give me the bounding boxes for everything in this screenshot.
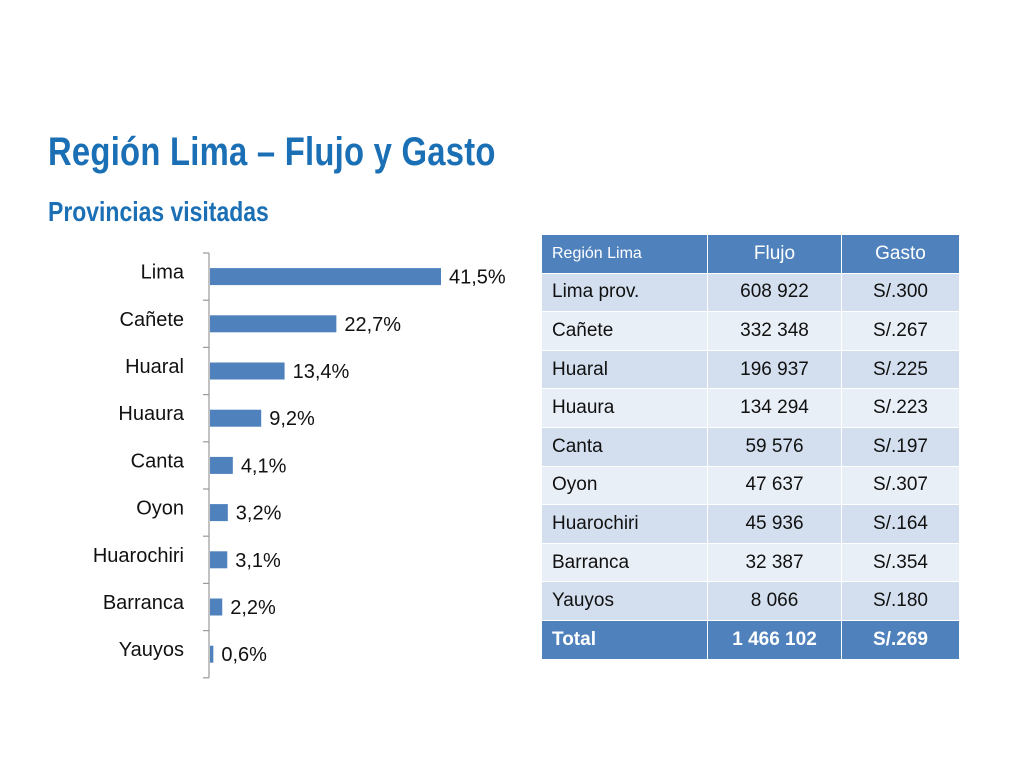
cell-gasto: S/.180 <box>841 581 960 621</box>
cell-flujo: 332 348 <box>707 311 842 351</box>
provincias-bar-chart: 41,5% Lima 22,7% Cañete 13,4% Huaral 9,2% Huaur… <box>93 252 506 679</box>
bar <box>210 598 223 616</box>
data-label: 0,6% <box>221 644 267 666</box>
cell-flujo: 134 294 <box>707 388 842 428</box>
header-region: Región Lima <box>541 234 708 274</box>
table-row: Yauyos 8 066 S/.180 <box>541 581 960 621</box>
cell-gasto: S/.307 <box>841 465 960 506</box>
cell-flujo: 59 576 <box>707 426 842 467</box>
cell-gasto: S/.197 <box>841 426 960 467</box>
cell-province: Huarochiri <box>541 504 708 544</box>
cell-province: Lima prov. <box>541 272 708 313</box>
data-label: 3,2% <box>236 503 282 525</box>
cell-gasto: S/.225 <box>841 349 960 390</box>
cell-total-gasto: S/.269 <box>841 619 960 660</box>
table-row: Oyon 47 637 S/.307 <box>541 465 960 506</box>
cell-gasto: S/.300 <box>841 272 960 313</box>
data-label: 3,1% <box>235 550 281 572</box>
table-row: Lima prov. 608 922 S/.300 <box>541 272 960 313</box>
cell-flujo: 196 937 <box>707 349 842 390</box>
table-total-row: Total 1 466 102 S/.269 <box>541 619 960 660</box>
cell-gasto: S/.164 <box>841 504 960 544</box>
cell-total-flujo: 1 466 102 <box>707 619 842 660</box>
table-row: Barranca 32 387 S/.354 <box>541 542 960 583</box>
bar <box>210 362 285 380</box>
slide-subtitle: Provincias visitadas <box>48 196 269 227</box>
data-label: 4,1% <box>241 455 287 477</box>
category-label: Lima <box>141 262 185 284</box>
table-header-row: Región Lima Flujo Gasto <box>541 234 960 274</box>
data-label: 2,2% <box>230 597 276 619</box>
cell-flujo: 608 922 <box>707 272 842 313</box>
cell-flujo: 32 387 <box>707 542 842 583</box>
category-label: Barranca <box>103 592 185 614</box>
table-row: Huarochiri 45 936 S/.164 <box>541 504 960 544</box>
data-label: 9,2% <box>269 408 315 430</box>
bar <box>210 409 262 427</box>
cell-total-label: Total <box>541 619 708 660</box>
slide-title: Región Lima – Flujo y Gasto <box>48 130 496 174</box>
category-label: Huaral <box>125 356 184 378</box>
category-label: Cañete <box>120 309 185 331</box>
category-label: Huarochiri <box>93 545 184 567</box>
table-row: Huaral 196 937 S/.225 <box>541 349 960 390</box>
category-label: Oyon <box>136 498 184 520</box>
cell-province: Oyon <box>541 465 708 506</box>
cell-province: Barranca <box>541 542 708 583</box>
header-flujo: Flujo <box>707 234 842 274</box>
bar <box>210 268 441 286</box>
cell-flujo: 8 066 <box>707 581 842 621</box>
cell-province: Huaral <box>541 349 708 390</box>
category-label: Yauyos <box>119 639 184 661</box>
cell-province: Canta <box>541 426 708 467</box>
cell-gasto: S/.223 <box>841 388 960 428</box>
cell-gasto: S/.267 <box>841 311 960 351</box>
flujo-gasto-table: Región Lima Flujo Gasto Lima prov. 608 9… <box>541 234 960 660</box>
data-label: 13,4% <box>293 361 350 383</box>
bar <box>210 456 233 474</box>
data-label: 22,7% <box>344 314 401 336</box>
cell-province: Cañete <box>541 311 708 351</box>
bar <box>210 504 228 522</box>
table-row: Cañete 332 348 S/.267 <box>541 311 960 351</box>
table-row: Huaura 134 294 S/.223 <box>541 388 960 428</box>
bar <box>210 645 214 663</box>
cell-province: Yauyos <box>541 581 708 621</box>
table-row: Canta 59 576 S/.197 <box>541 426 960 467</box>
category-label: Huaura <box>118 403 184 425</box>
data-label: 41,5% <box>449 267 506 289</box>
cell-flujo: 45 936 <box>707 504 842 544</box>
bar <box>210 315 337 333</box>
header-gasto: Gasto <box>841 234 960 274</box>
cell-gasto: S/.354 <box>841 542 960 583</box>
category-label: Canta <box>131 450 185 472</box>
cell-flujo: 47 637 <box>707 465 842 506</box>
cell-province: Huaura <box>541 388 708 428</box>
bar <box>210 551 228 569</box>
